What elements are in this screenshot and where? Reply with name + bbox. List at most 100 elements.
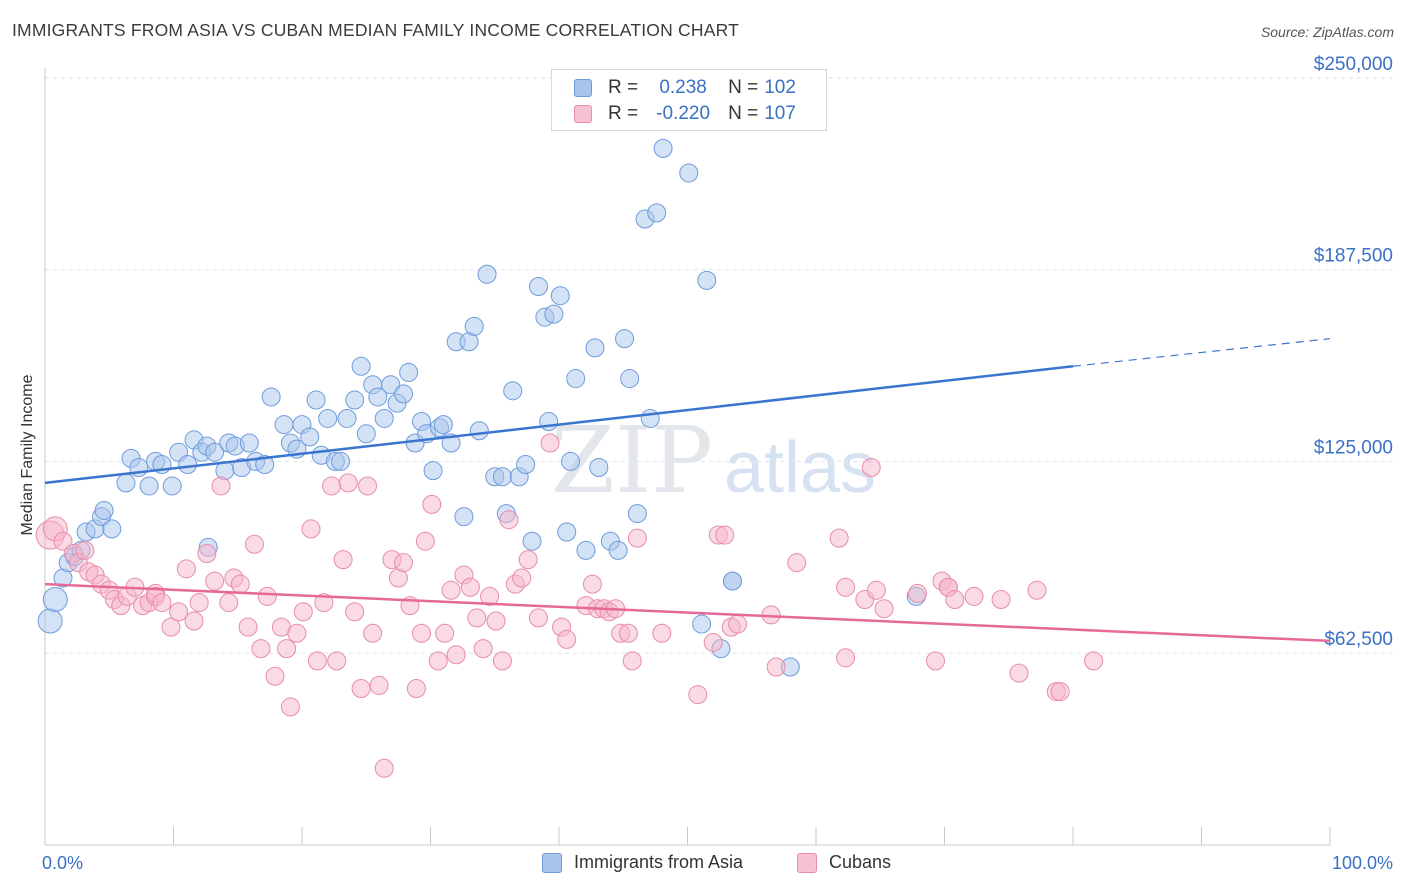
bottom-legend-label: Immigrants from Asia <box>574 852 744 872</box>
data-point-cubans <box>1084 651 1104 671</box>
data-point-cubans <box>703 632 723 652</box>
data-point-cubans <box>161 617 181 637</box>
chart-title: IMMIGRANTS FROM ASIA VS CUBAN MEDIAN FAM… <box>12 20 739 40</box>
bottom-legend-label: Cubans <box>829 852 892 872</box>
data-point-asia <box>300 427 320 447</box>
data-point-cubans <box>280 697 300 717</box>
data-point-asia <box>469 421 489 441</box>
data-point-cubans <box>75 540 95 560</box>
data-point-cubans <box>964 586 984 606</box>
data-point-cubans <box>406 678 426 698</box>
legend-r-value: -0.220 <box>656 103 711 124</box>
data-point-cubans <box>338 473 358 493</box>
y-tick-label: $62,500 <box>1324 629 1393 650</box>
data-point-cubans <box>369 675 389 695</box>
data-point-cubans <box>1027 580 1047 600</box>
data-point-cubans <box>467 608 487 628</box>
data-point-asia <box>337 408 357 428</box>
legend-n-label: N = <box>728 103 759 124</box>
data-point-asia <box>615 329 635 349</box>
legend-r-label: R = <box>608 103 639 124</box>
data-point-cubans <box>363 623 383 643</box>
data-point-cubans <box>169 602 189 622</box>
data-point-cubans <box>945 590 965 610</box>
legend-row-cubans: R = -0.220 N = 107 <box>574 103 796 125</box>
data-point-cubans <box>866 580 886 600</box>
data-point-asia <box>477 264 497 284</box>
data-point-cubans <box>991 590 1011 610</box>
data-point-asia <box>516 454 536 474</box>
data-point-asia <box>608 540 628 560</box>
data-point-cubans <box>861 458 881 478</box>
y-tick-label: $125,000 <box>1314 437 1393 458</box>
legend-n-label: N = <box>728 77 759 98</box>
legend-r-value: 0.238 <box>659 77 707 98</box>
data-point-cubans <box>412 623 432 643</box>
data-point-asia <box>239 433 259 453</box>
data-point-asia <box>544 304 564 324</box>
data-point-cubans <box>622 651 642 671</box>
legend-row-asia: R = 0.238 N = 102 <box>574 77 796 99</box>
data-point-cubans <box>333 550 353 570</box>
data-point-cubans <box>184 611 204 631</box>
data-point-asia <box>522 531 542 551</box>
data-point-cubans <box>211 476 231 496</box>
data-point-asia <box>356 424 376 444</box>
legend-swatch-blue <box>574 79 592 97</box>
data-point-cubans <box>251 639 271 659</box>
watermark-atlas: atlas <box>724 428 876 508</box>
data-point-asia <box>368 387 388 407</box>
data-point-cubans <box>230 574 250 594</box>
data-point-asia <box>318 408 338 428</box>
data-point-asia <box>162 476 182 496</box>
data-point-asia <box>423 461 443 481</box>
data-point-asia <box>399 362 419 382</box>
data-point-asia <box>374 408 394 428</box>
data-point-cubans <box>345 602 365 622</box>
bottom-legend-asia: Immigrants from Asia <box>542 852 743 873</box>
data-point-cubans <box>428 651 448 671</box>
data-point-cubans <box>627 528 647 548</box>
data-point-cubans <box>766 657 786 677</box>
data-point-asia <box>261 387 281 407</box>
data-point-cubans <box>512 568 532 588</box>
trendline-asia-extension <box>1072 338 1331 367</box>
data-point-cubans <box>265 666 285 686</box>
data-point-cubans <box>219 593 239 613</box>
data-point-cubans <box>176 559 196 579</box>
data-point-asia <box>381 375 401 395</box>
data-point-asia <box>566 369 586 389</box>
source-label: Source: ZipAtlas.com <box>1260 24 1394 40</box>
data-point-cubans <box>307 651 327 671</box>
data-point-asia <box>178 454 198 474</box>
data-point-cubans <box>557 629 577 649</box>
data-point-asia <box>576 540 596 560</box>
data-point-cubans <box>926 651 946 671</box>
data-point-asia <box>528 276 548 296</box>
x-tick-label-min: 0.0% <box>42 853 83 873</box>
data-point-asia <box>306 390 326 410</box>
data-point-asia <box>274 415 294 435</box>
data-point-asia <box>492 467 512 487</box>
data-point-cubans <box>499 510 519 530</box>
data-point-asia <box>647 203 667 223</box>
data-point-cubans <box>287 623 307 643</box>
data-point-cubans <box>486 611 506 631</box>
data-point-asia <box>561 451 581 471</box>
data-point-cubans <box>829 528 849 548</box>
data-point-cubans <box>715 525 735 545</box>
data-point-cubans <box>540 433 560 453</box>
data-point-cubans <box>53 531 73 551</box>
data-point-asia <box>139 476 159 496</box>
data-point-asia <box>692 614 712 634</box>
bottom-legend-swatch-blue <box>542 852 562 873</box>
data-point-asia <box>557 522 577 542</box>
data-point-asia <box>205 442 225 462</box>
data-point-asia <box>94 501 114 521</box>
data-point-asia <box>351 356 371 376</box>
data-point-cubans <box>238 617 258 637</box>
legend-n-value: 102 <box>764 77 796 98</box>
data-point-asia <box>640 408 660 428</box>
data-point-asia <box>697 270 717 290</box>
data-point-cubans <box>908 583 928 603</box>
